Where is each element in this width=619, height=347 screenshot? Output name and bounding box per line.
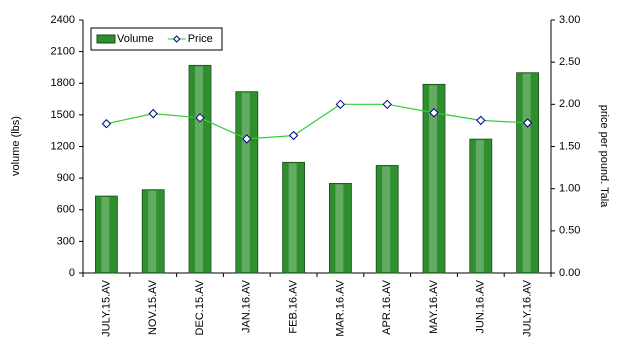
price-marker <box>476 115 486 126</box>
x-tick-label: JAN.16.AV <box>241 279 253 333</box>
bar <box>282 161 306 274</box>
legend-box <box>90 27 223 51</box>
price-marker <box>522 118 533 128</box>
bar <box>375 165 399 274</box>
price-marker <box>335 99 346 110</box>
y2-tick-label: 2.00 <box>559 98 580 110</box>
x-tick-label: APR.16.AV <box>381 279 393 334</box>
y-tick-label: 1200 <box>51 140 75 152</box>
y2-axis-title: price per pound. Tala <box>598 105 610 208</box>
bar <box>141 189 165 274</box>
y2-tick-label: 3.00 <box>559 14 580 26</box>
y-axis-title: volume (lbs) <box>10 116 22 176</box>
price-marker <box>382 99 392 110</box>
x-tick-label: NOV.15.AV <box>147 279 159 335</box>
price-marker <box>242 134 252 144</box>
y-tick-label: 0 <box>69 267 75 279</box>
x-tick-label: DEC.15.AV <box>194 279 206 335</box>
y-tick-label: 900 <box>57 172 75 184</box>
y-tick-label: 1800 <box>51 77 75 89</box>
y2-tick-label: 1.00 <box>559 183 580 195</box>
price-marker <box>101 119 112 129</box>
y2-tick-label: 0.00 <box>559 267 580 279</box>
y2-tick-label: 2.50 <box>559 56 580 68</box>
bar <box>422 83 446 274</box>
price-marker <box>288 130 299 141</box>
x-tick-label: MAY.16.AV <box>428 279 440 333</box>
bar <box>95 195 118 274</box>
x-tick-label: MAR.16.AV <box>334 279 346 336</box>
legend-marker <box>172 35 181 43</box>
y2-tick-label: 1.50 <box>559 140 580 152</box>
price-line <box>106 103 528 140</box>
y-tick-label: 600 <box>57 204 75 216</box>
legend-swatch <box>96 34 116 44</box>
y-tick-label: 2100 <box>51 46 75 58</box>
x-tick-label: JULY.15.AV <box>100 279 112 337</box>
y2-tick-label: 0.50 <box>559 225 580 237</box>
bar <box>328 182 352 274</box>
price-marker <box>195 113 205 123</box>
y-tick-label: 2400 <box>51 14 75 26</box>
price-marker <box>148 108 158 119</box>
bar <box>469 138 493 274</box>
legend-label: Price <box>188 33 213 45</box>
x-tick-label: JUN.16.AV <box>475 279 487 333</box>
price-marker <box>429 108 439 118</box>
x-tick-label: JULY.16.AV <box>522 279 534 337</box>
legend-label: Volume <box>117 33 154 45</box>
x-tick-label: FEB.16.AV <box>288 279 300 333</box>
y-tick-label: 300 <box>57 235 75 247</box>
y-tick-label: 1500 <box>51 109 75 121</box>
